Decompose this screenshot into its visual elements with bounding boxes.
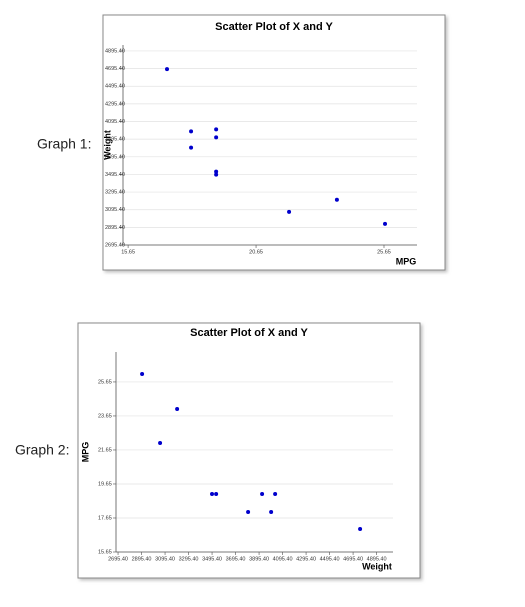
y-tick-label: 3295.40 — [105, 190, 125, 196]
y-tick-label: 3695.40 — [105, 154, 125, 160]
scatter-point — [214, 169, 219, 174]
scatter-point — [189, 145, 194, 150]
chart-title: Scatter Plot of X and Y — [190, 327, 308, 339]
x-tick-label: 25.65 — [377, 249, 391, 255]
y-tick-label: 17.65 — [98, 515, 112, 521]
x-tick-label: 4495.40 — [320, 556, 340, 562]
scatter-point — [214, 492, 219, 497]
scatter-point — [287, 209, 292, 214]
y-tick-label: 2895.40 — [105, 225, 125, 231]
scatter-point — [214, 172, 219, 177]
y-tick-label: 25.65 — [98, 379, 112, 385]
scatter-point — [165, 67, 170, 72]
y-tick-label: 4895.40 — [105, 48, 125, 54]
y-tick-label: 21.65 — [98, 447, 112, 453]
x-tick-label: 3895.40 — [249, 556, 269, 562]
scatter-point — [210, 492, 215, 497]
y-axis-label: MPG — [80, 442, 90, 463]
x-tick-label: 4695.40 — [343, 556, 363, 562]
x-axis-label: Weight — [362, 561, 392, 571]
scatter-point — [158, 440, 163, 445]
y-tick-label: 4095.40 — [105, 119, 125, 125]
x-tick-label: 3295.40 — [179, 556, 199, 562]
x-tick-label: 4295.40 — [296, 556, 316, 562]
x-tick-label: 4095.40 — [273, 556, 293, 562]
x-tick-label: 3695.40 — [226, 556, 246, 562]
scatter-point — [246, 510, 251, 515]
graph-caption: Graph 2: — [15, 442, 69, 458]
x-tick-label: 4895.40 — [367, 556, 387, 562]
scatter-point — [214, 135, 219, 140]
y-tick-label: 3895.40 — [105, 137, 125, 143]
y-tick-label: 23.65 — [98, 413, 112, 419]
y-tick-label: 4495.40 — [105, 84, 125, 90]
plot-area — [123, 45, 417, 245]
scatter-point — [189, 129, 194, 134]
y-tick-label: 19.65 — [98, 481, 112, 487]
chart-title: Scatter Plot of X and Y — [215, 21, 333, 33]
x-tick-label: 20.65 — [249, 249, 263, 255]
x-tick-label: 15.65 — [121, 249, 135, 255]
x-tick-label: 2695.40 — [108, 556, 128, 562]
scatter-point — [269, 510, 274, 515]
x-tick-label: 3495.40 — [202, 556, 222, 562]
scatter-point — [175, 406, 180, 411]
scatter-point — [140, 371, 145, 376]
y-tick-label: 4295.40 — [105, 101, 125, 107]
x-axis-label: MPG — [396, 256, 417, 266]
y-tick-label: 15.65 — [98, 549, 112, 555]
graph-caption: Graph 1: — [37, 136, 91, 152]
plot-area — [116, 352, 393, 552]
y-tick-label: 3495.40 — [105, 172, 125, 178]
scatter-point — [260, 492, 265, 497]
y-tick-label: 2695.40 — [105, 242, 125, 248]
x-tick-label: 3095.40 — [155, 556, 175, 562]
scatter-point — [358, 527, 363, 532]
y-tick-label: 3095.40 — [105, 207, 125, 213]
y-tick-label: 4695.40 — [105, 66, 125, 72]
scatter-point — [383, 221, 388, 226]
scatter-point — [334, 197, 339, 202]
scatter-point — [214, 127, 219, 132]
y-axis-label: Weight — [102, 130, 112, 160]
x-tick-label: 2895.40 — [132, 556, 152, 562]
scatter-point — [273, 492, 278, 497]
